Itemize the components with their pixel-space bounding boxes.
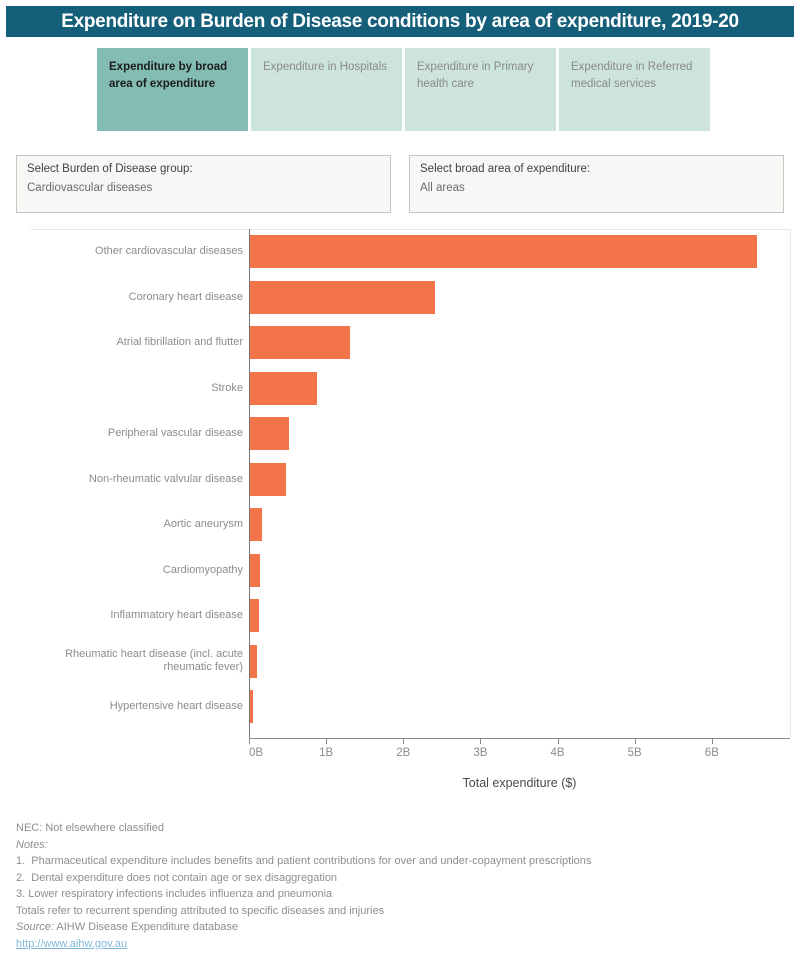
x-axis-tick-mark	[249, 739, 250, 744]
bar-row: Cardiomyopathy	[0, 548, 790, 594]
category-label: Other cardiovascular diseases	[95, 245, 243, 257]
bar[interactable]	[250, 690, 254, 724]
bar-row: Inflammatory heart disease	[0, 593, 790, 639]
filter-row: Select Burden of Disease group: Cardiovas…	[16, 155, 784, 213]
footer-note: 2. Dental expenditure does not contain a…	[16, 871, 338, 884]
category-label: Inflammatory heart disease	[110, 609, 243, 621]
footer-link[interactable]: http://www.aihw.gov.au	[16, 937, 128, 950]
category-label: Coronary heart disease	[128, 290, 243, 303]
bar-chart: Other cardiovascular diseases Coronary he…	[0, 229, 800, 790]
bar-row: Other cardiovascular diseases	[0, 229, 790, 275]
tab[interactable]: Expenditure in Referred medical services	[559, 48, 710, 131]
bar[interactable]	[250, 371, 318, 405]
bar-row: Coronary heart disease	[0, 275, 790, 321]
bar[interactable]	[250, 462, 287, 496]
filter-selected-value: All areas	[420, 182, 465, 194]
filter-dropdown[interactable]: Select broad area of expenditure: All are…	[409, 155, 784, 213]
bar-row: Non-rheumatic valvular disease	[0, 457, 790, 503]
bar[interactable]	[250, 553, 261, 587]
filter-label: Select broad area of expenditure:	[420, 163, 591, 175]
bar[interactable]	[250, 326, 350, 360]
page-title: Expenditure on Burden of Disease conditi…	[6, 6, 794, 37]
x-axis-tick-label: 6B	[704, 747, 719, 759]
category-label: Aortic aneurysm	[163, 518, 243, 530]
chart-top-border	[30, 229, 790, 230]
category-label: Hypertensive heart disease	[109, 700, 243, 712]
category-label: Atrial fibrillation and flutter	[116, 336, 243, 348]
bar-row: Peripheral vascular disease	[0, 411, 790, 457]
bar[interactable]	[250, 417, 289, 451]
bar[interactable]	[250, 599, 260, 633]
x-axis-tick-label: 3B	[473, 747, 488, 759]
filter-label: Select Burden of Disease group:	[27, 163, 193, 175]
filter-selected-value: Cardiovascular diseases	[27, 182, 153, 194]
x-axis-tick-label: 4B	[550, 747, 565, 759]
bar[interactable]	[250, 508, 263, 542]
x-axis-tick-mark	[557, 739, 559, 744]
bar-row: Atrial fibrillation and flutter	[0, 320, 790, 366]
x-axis-tick-label: 1B	[319, 747, 334, 759]
footer-notes: NEC: Not elsewhere classified Notes: 1. Ph…	[16, 820, 786, 952]
footer-note: NEC: Not elsewhere classified	[16, 822, 164, 834]
footer-note: 3. Lower respiratory infections includes…	[16, 888, 333, 900]
bar-row: Aortic aneurysm	[0, 502, 790, 548]
footer-note: Totals refer to recurrent spending attri…	[16, 904, 385, 917]
x-axis-tick-label: 0B	[249, 747, 264, 759]
bar-row: Stroke	[0, 366, 790, 412]
footer-note: Notes:	[16, 838, 48, 851]
category-label: Rheumatic heart disease (incl. acute rhe…	[65, 647, 243, 674]
bar[interactable]	[250, 235, 757, 269]
x-axis-tick-label: 2B	[396, 747, 411, 759]
filter-dropdown[interactable]: Select Burden of Disease group: Cardiovas…	[16, 155, 391, 213]
category-label: Peripheral vascular disease	[107, 427, 243, 439]
tab[interactable]: Expenditure by broad area of expenditure	[97, 48, 248, 131]
x-axis-tick-mark	[403, 739, 405, 744]
tab[interactable]: Expenditure in Hospitals	[251, 48, 402, 131]
footer-note: Source: AIHW Disease Expenditure databas…	[16, 921, 238, 933]
x-axis-tick-mark	[711, 739, 713, 744]
y-axis-line	[249, 229, 250, 739]
x-axis-line	[249, 738, 790, 739]
tab-bar: Expenditure by broad area of expenditure…	[97, 48, 710, 131]
footer-note: 1. Pharmaceutical expenditure includes b…	[16, 855, 592, 867]
bar[interactable]	[250, 644, 257, 678]
bar-row: Hypertensive heart disease	[0, 684, 790, 730]
chart-right-border	[790, 229, 791, 738]
bar-row: Rheumatic heart disease (incl. acute rhe…	[0, 639, 790, 685]
x-axis-tick-mark	[634, 739, 636, 744]
category-label: Stroke	[211, 381, 243, 394]
x-axis-tick-mark	[480, 739, 482, 744]
tab[interactable]: Expenditure in Primary health care	[405, 48, 556, 131]
x-axis-tick-label: 5B	[627, 747, 642, 759]
bar[interactable]	[250, 280, 436, 314]
chart-rows: Other cardiovascular diseases Coronary he…	[0, 229, 790, 730]
category-label: Cardiomyopathy	[162, 563, 243, 576]
category-label: Non-rheumatic valvular disease	[88, 472, 243, 485]
x-axis-tick-mark	[326, 739, 328, 744]
x-axis-title: Total expenditure ($)	[462, 776, 577, 790]
